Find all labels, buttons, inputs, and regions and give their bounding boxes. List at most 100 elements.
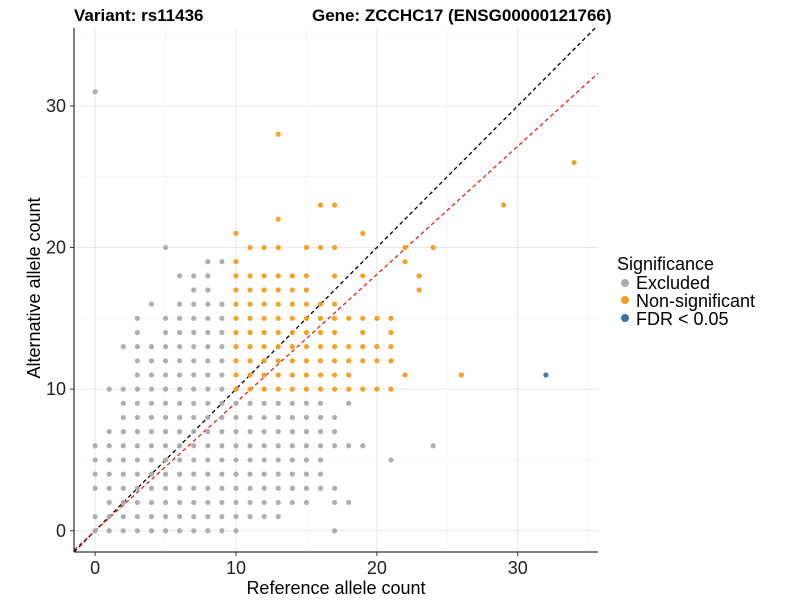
point-non-significant xyxy=(233,287,239,293)
point-excluded xyxy=(92,513,98,520)
point-excluded xyxy=(233,513,239,520)
point-excluded xyxy=(92,443,98,449)
point-non-significant xyxy=(374,344,380,350)
point-non-significant xyxy=(360,315,366,321)
point-excluded xyxy=(177,358,183,364)
point-excluded xyxy=(177,457,183,463)
point-excluded xyxy=(120,414,126,421)
point-excluded xyxy=(317,485,324,491)
point-excluded xyxy=(247,471,253,477)
point-non-significant xyxy=(303,244,310,251)
point-non-significant xyxy=(289,372,295,378)
point-excluded xyxy=(191,429,197,435)
point-excluded xyxy=(92,471,98,477)
point-excluded xyxy=(247,513,253,520)
point-excluded xyxy=(331,528,338,534)
point-excluded xyxy=(205,358,211,364)
point-non-significant xyxy=(416,273,422,279)
point-excluded xyxy=(191,457,197,463)
point-excluded xyxy=(261,414,267,421)
point-excluded xyxy=(303,443,310,449)
point-excluded xyxy=(205,443,211,449)
point-non-significant xyxy=(317,344,324,350)
point-non-significant xyxy=(317,244,324,251)
point-excluded xyxy=(331,429,338,435)
point-non-significant xyxy=(317,386,324,392)
point-excluded xyxy=(134,499,140,506)
point-non-significant xyxy=(571,159,577,166)
point-non-significant xyxy=(247,244,253,251)
point-excluded xyxy=(233,471,239,477)
data-points xyxy=(92,89,577,534)
point-excluded xyxy=(233,499,239,506)
point-excluded xyxy=(261,471,267,477)
point-excluded xyxy=(148,513,155,520)
point-excluded xyxy=(191,329,197,336)
point-excluded xyxy=(177,429,183,435)
reference-lines xyxy=(73,27,599,553)
point-excluded xyxy=(289,414,295,421)
point-non-significant xyxy=(303,315,310,321)
point-excluded xyxy=(134,358,140,364)
point-non-significant xyxy=(360,386,366,392)
point-non-significant xyxy=(317,315,324,321)
point-excluded xyxy=(261,513,267,520)
point-excluded xyxy=(120,513,126,520)
point-excluded xyxy=(205,315,211,321)
point-excluded xyxy=(191,414,197,421)
point-non-significant xyxy=(317,202,324,208)
point-excluded xyxy=(148,358,155,364)
point-non-significant xyxy=(247,344,253,350)
point-excluded xyxy=(120,400,126,406)
point-non-significant xyxy=(388,315,394,321)
point-excluded xyxy=(134,372,140,378)
point-excluded xyxy=(219,301,225,307)
point-excluded xyxy=(346,443,352,449)
point-excluded xyxy=(106,386,112,392)
point-excluded xyxy=(346,499,352,506)
point-non-significant xyxy=(388,329,394,336)
point-excluded xyxy=(289,499,295,506)
point-non-significant xyxy=(275,244,281,251)
point-excluded xyxy=(219,414,225,421)
point-non-significant xyxy=(275,301,281,307)
point-non-significant xyxy=(233,230,239,236)
point-excluded xyxy=(317,471,324,477)
point-non-significant xyxy=(388,386,394,392)
point-excluded xyxy=(261,485,267,491)
point-non-significant xyxy=(331,301,338,307)
point-excluded xyxy=(275,457,281,463)
point-excluded xyxy=(106,513,112,520)
point-excluded xyxy=(177,414,183,421)
point-excluded xyxy=(205,329,211,336)
point-excluded xyxy=(289,457,295,463)
point-excluded xyxy=(177,443,183,449)
point-non-significant xyxy=(388,344,394,350)
point-excluded xyxy=(247,457,253,463)
point-excluded xyxy=(261,499,267,506)
point-excluded xyxy=(289,400,295,406)
point-non-significant xyxy=(303,372,310,378)
point-excluded xyxy=(205,259,211,265)
point-excluded xyxy=(233,457,239,463)
point-excluded xyxy=(148,471,155,477)
point-non-significant xyxy=(388,358,394,364)
point-non-significant xyxy=(275,131,281,137)
point-excluded xyxy=(219,358,225,364)
point-excluded xyxy=(106,443,112,449)
point-excluded xyxy=(106,485,112,491)
point-excluded xyxy=(205,301,211,307)
point-excluded xyxy=(177,273,183,279)
point-excluded xyxy=(219,386,225,392)
point-excluded xyxy=(360,443,366,449)
point-non-significant xyxy=(360,344,366,350)
point-excluded xyxy=(233,429,239,435)
point-excluded xyxy=(177,528,183,534)
point-excluded xyxy=(191,528,197,534)
variant-title: Variant: rs11436 xyxy=(74,6,203,25)
point-non-significant xyxy=(275,315,281,321)
point-excluded xyxy=(134,344,140,350)
point-excluded xyxy=(162,499,169,506)
point-excluded xyxy=(247,499,253,506)
